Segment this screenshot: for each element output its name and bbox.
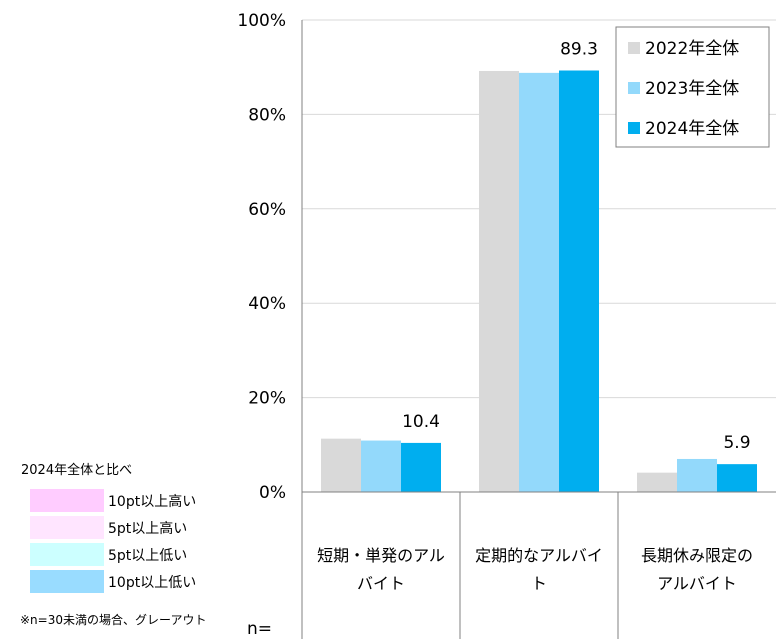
comparison-swatch bbox=[30, 516, 104, 539]
comparison-legend-title: 2024年全体と比べ bbox=[21, 462, 132, 478]
category-label: 短期・単発のアル bbox=[317, 546, 445, 565]
category-label: 定期的なアルバイ bbox=[475, 546, 603, 565]
legend-swatch bbox=[628, 42, 640, 54]
y-tick-label: 20% bbox=[248, 389, 286, 409]
comparison-label: 5pt以上低い bbox=[108, 548, 187, 564]
legend-box bbox=[615, 26, 770, 148]
legend: 2022年全体 2023年全体 2024年全体 bbox=[615, 26, 770, 148]
category-label: バイト bbox=[357, 574, 405, 593]
comparison-legend: 2024年全体と比べ 10pt以上高い 5pt以上高い 5pt以上低い 10pt以上低い bbox=[21, 462, 196, 593]
data-labels: 10.4 89.3 5.9 bbox=[402, 40, 750, 454]
bar bbox=[321, 438, 361, 492]
axes bbox=[301, 20, 776, 639]
bars bbox=[321, 70, 757, 492]
bar bbox=[559, 70, 599, 492]
category-label: ト bbox=[531, 574, 547, 593]
y-tick-label: 0% bbox=[259, 483, 286, 503]
comparison-swatch bbox=[30, 543, 104, 566]
y-tick-label: 40% bbox=[248, 294, 286, 314]
bar bbox=[361, 440, 401, 492]
category-label: アルバイト bbox=[657, 574, 737, 593]
comparison-swatch bbox=[30, 489, 104, 512]
bar bbox=[479, 70, 519, 492]
data-label: 89.3 bbox=[560, 40, 598, 60]
n-label: n= bbox=[247, 619, 272, 639]
grayout-note: ※n=30未満の場合、グレーアウト bbox=[20, 612, 207, 627]
legend-label: 2023年全体 bbox=[645, 79, 739, 99]
bar bbox=[401, 442, 441, 492]
y-axis-tick-labels: 0% 20% 40% 60% 80% 100% bbox=[237, 11, 286, 503]
comparison-label: 10pt以上低い bbox=[108, 575, 196, 591]
legend-swatch bbox=[628, 122, 640, 134]
bar bbox=[677, 458, 717, 492]
data-label: 10.4 bbox=[402, 412, 440, 432]
legend-swatch bbox=[628, 82, 640, 94]
legend-label: 2022年全体 bbox=[645, 39, 739, 59]
comparison-swatch bbox=[30, 570, 104, 593]
legend-label: 2024年全体 bbox=[645, 119, 739, 139]
comparison-label: 10pt以上高い bbox=[108, 493, 196, 510]
bar bbox=[519, 72, 559, 492]
data-label: 5.9 bbox=[723, 433, 750, 453]
y-tick-label: 60% bbox=[248, 200, 286, 220]
bar bbox=[637, 472, 677, 492]
comparison-label: 5pt以上高い bbox=[108, 520, 187, 537]
y-tick-label: 100% bbox=[237, 11, 286, 31]
bar bbox=[717, 464, 757, 492]
y-tick-label: 80% bbox=[248, 105, 286, 125]
category-label: 長期休み限定の bbox=[641, 546, 753, 565]
